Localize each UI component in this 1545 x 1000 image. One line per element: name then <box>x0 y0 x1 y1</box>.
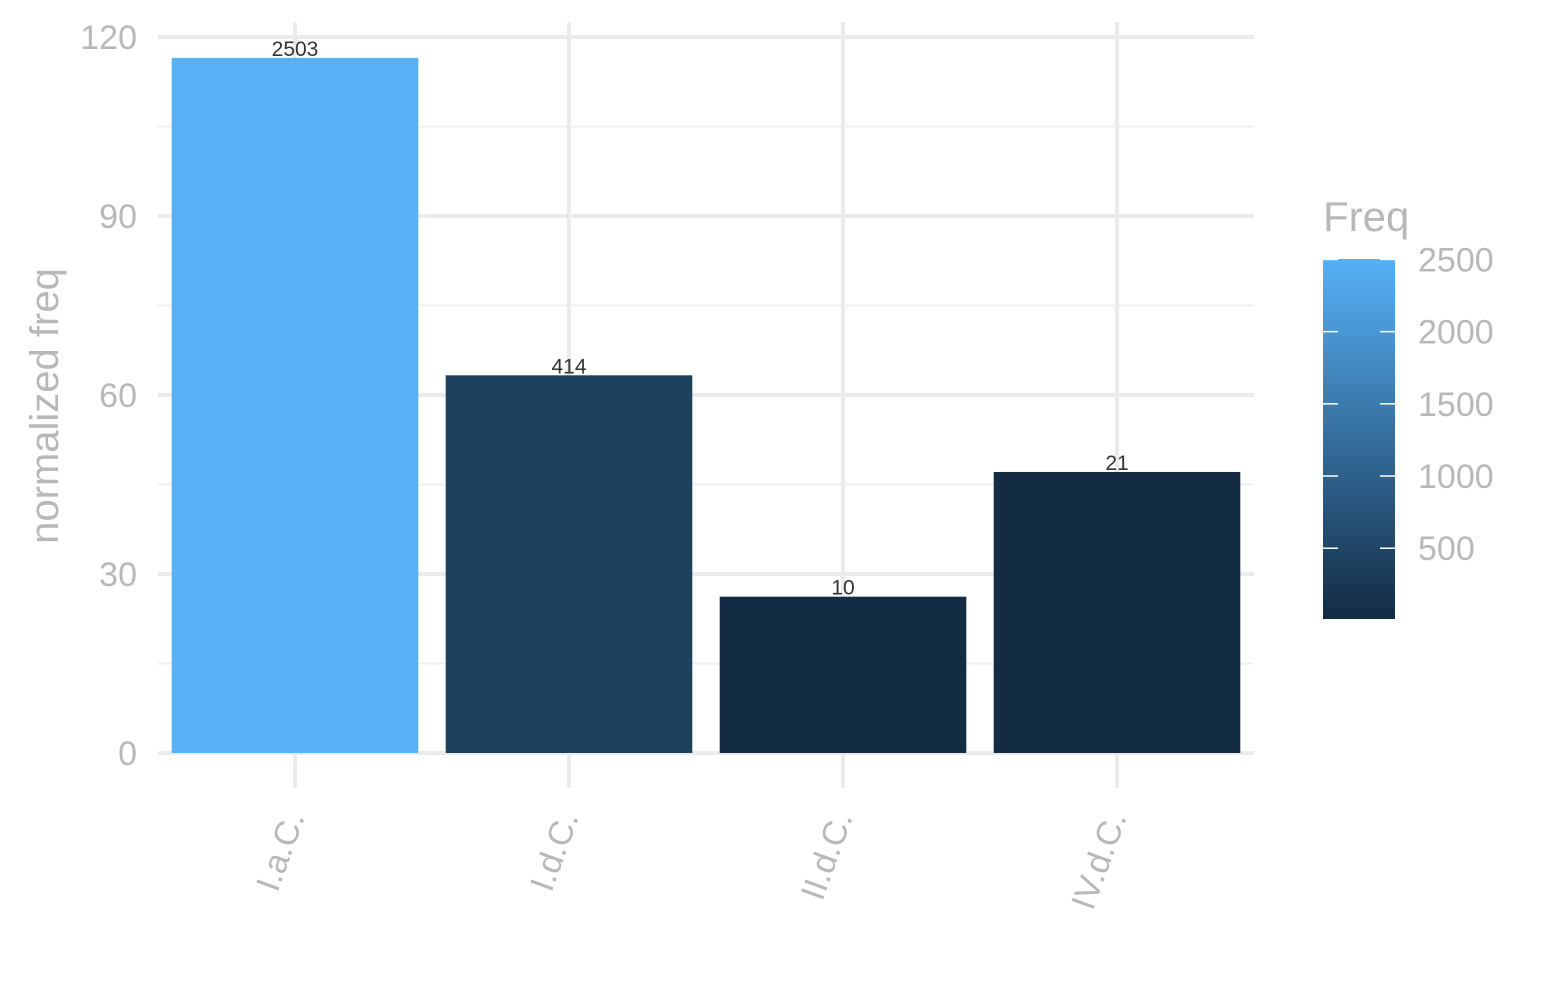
legend-label: 1000 <box>1418 458 1494 496</box>
y-axis-title: normalized freq <box>23 268 67 544</box>
legend-label: 2000 <box>1418 314 1494 352</box>
legend-label: 2500 <box>1418 241 1494 279</box>
bar-II.d.C. <box>719 596 967 753</box>
legend-colorbar <box>1323 259 1395 619</box>
data-label: 10 <box>831 577 854 600</box>
y-tick-label: 90 <box>99 198 137 236</box>
x-tick-label: IV.d.C. <box>1064 807 1134 915</box>
data-labels: 2503 414 10 21 <box>272 38 1129 600</box>
data-label: 414 <box>551 355 586 378</box>
bar-I.d.C. <box>445 375 693 753</box>
x-tick-label: I.a.C. <box>249 807 312 896</box>
y-tick-label: 30 <box>99 556 137 594</box>
data-label: 21 <box>1105 452 1128 475</box>
y-tick-label: 0 <box>118 735 137 773</box>
bar-I.a.C. <box>171 57 419 753</box>
x-tick-label: I.d.C. <box>523 807 586 896</box>
legend: Freq 500 1000 1500 2000 2500 <box>1323 193 1494 619</box>
x-tick-label: II.d.C. <box>794 807 861 905</box>
legend-label: 1500 <box>1418 386 1494 424</box>
bars <box>171 57 1241 753</box>
y-tick-label: 120 <box>80 19 137 57</box>
bar-IV.d.C. <box>993 471 1241 753</box>
legend-label: 500 <box>1418 530 1475 568</box>
y-tick-label: 60 <box>99 377 137 415</box>
legend-title: Freq <box>1323 193 1409 240</box>
data-label: 2503 <box>272 38 319 61</box>
